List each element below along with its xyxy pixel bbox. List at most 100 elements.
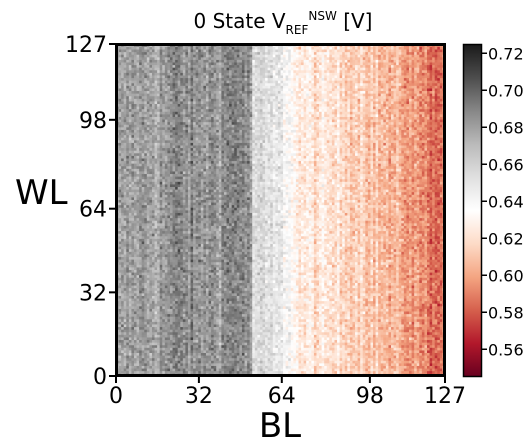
heatmap-cell xyxy=(121,339,125,343)
heatmap-cell xyxy=(157,222,161,226)
heatmap-cell xyxy=(203,261,207,265)
heatmap-cell xyxy=(151,256,155,260)
heatmap-cell xyxy=(146,181,150,185)
heatmap-cell xyxy=(213,228,217,232)
heatmap-cell xyxy=(123,64,127,68)
heatmap-cell xyxy=(149,321,153,325)
heatmap-cell xyxy=(198,282,202,286)
heatmap-cell xyxy=(203,85,207,89)
heatmap-cell xyxy=(164,199,168,203)
heatmap-cell xyxy=(141,355,145,359)
heatmap-cell xyxy=(154,368,158,372)
heatmap-cell xyxy=(200,137,204,141)
heatmap-cell xyxy=(172,300,176,304)
heatmap-cell xyxy=(177,189,181,193)
heatmap-cell xyxy=(169,363,173,366)
heatmap-cell xyxy=(211,127,215,130)
heatmap-cell xyxy=(175,212,179,216)
heatmap-cell xyxy=(203,62,207,66)
heatmap-cell xyxy=(126,88,130,92)
heatmap-cell xyxy=(157,308,161,312)
heatmap-cell xyxy=(213,197,217,200)
heatmap-cell xyxy=(131,111,135,115)
heatmap-cell xyxy=(187,233,191,237)
heatmap-cell xyxy=(118,293,122,296)
heatmap-cell xyxy=(205,251,209,255)
heatmap-cell xyxy=(121,269,125,273)
heatmap-cell xyxy=(144,334,148,338)
heatmap-cell xyxy=(123,210,127,213)
heatmap-cell xyxy=(149,370,153,374)
heatmap-cell xyxy=(164,308,168,312)
heatmap-cell xyxy=(128,56,132,60)
heatmap-cell xyxy=(136,111,140,115)
heatmap-cell xyxy=(126,46,130,50)
heatmap-cell xyxy=(154,293,158,296)
heatmap-cell xyxy=(162,186,166,190)
heatmap-cell xyxy=(162,106,166,110)
heatmap-cell xyxy=(187,80,191,84)
heatmap-cell xyxy=(208,69,212,73)
heatmap-cell xyxy=(200,129,204,133)
heatmap-cell xyxy=(205,238,209,242)
heatmap-cell xyxy=(208,305,212,309)
heatmap-cell xyxy=(187,51,191,55)
heatmap-cell xyxy=(211,308,215,312)
heatmap-cell xyxy=(195,339,199,343)
heatmap-cell xyxy=(203,119,207,123)
heatmap-cell xyxy=(177,108,181,112)
heatmap-cell xyxy=(211,267,215,270)
heatmap-cell xyxy=(164,316,168,320)
heatmap-cell xyxy=(208,329,212,333)
heatmap-cell xyxy=(180,82,184,86)
heatmap-cell xyxy=(198,316,202,320)
heatmap-cell xyxy=(121,290,125,294)
heatmap-cell xyxy=(123,147,127,151)
heatmap-cell xyxy=(180,80,184,84)
heatmap-cell xyxy=(123,339,127,343)
heatmap-cell xyxy=(200,347,204,351)
heatmap-cell xyxy=(141,207,145,211)
heatmap-cell xyxy=(208,318,212,322)
heatmap-cell xyxy=(203,347,207,351)
heatmap-cell xyxy=(213,139,217,143)
heatmap-cell xyxy=(185,235,189,239)
heatmap-cell xyxy=(200,241,204,245)
heatmap-cell xyxy=(149,165,153,169)
heatmap-cell xyxy=(187,230,191,234)
heatmap-cell xyxy=(180,75,184,79)
heatmap-cell xyxy=(200,103,204,107)
heatmap-cell xyxy=(149,365,153,369)
heatmap-cell xyxy=(157,274,161,278)
heatmap-cell xyxy=(187,49,191,53)
heatmap-cell xyxy=(195,191,199,195)
heatmap-cell xyxy=(164,274,168,278)
heatmap-cell xyxy=(159,368,163,372)
heatmap-cell xyxy=(213,121,217,125)
heatmap-cell xyxy=(144,230,148,234)
heatmap-cell xyxy=(123,119,127,123)
heatmap-cell xyxy=(146,344,150,348)
heatmap-cell xyxy=(133,134,137,138)
heatmap-cell xyxy=(190,331,194,335)
heatmap-cell xyxy=(151,324,155,328)
heatmap-cell xyxy=(175,116,179,120)
heatmap-cell xyxy=(211,282,215,286)
heatmap-cell xyxy=(175,114,179,117)
heatmap-cell xyxy=(169,293,173,296)
heatmap-cell xyxy=(200,88,204,92)
heatmap-cell xyxy=(182,137,186,141)
heatmap-cell xyxy=(213,199,217,203)
heatmap-cell xyxy=(200,142,204,146)
heatmap-cell xyxy=(180,176,184,180)
heatmap-cell xyxy=(177,321,181,325)
heatmap-cell xyxy=(198,267,202,270)
heatmap-cell xyxy=(144,191,148,195)
heatmap-cell xyxy=(159,119,163,123)
heatmap-cell xyxy=(151,290,155,294)
heatmap-cell xyxy=(190,277,194,281)
heatmap-cell xyxy=(200,215,204,219)
heatmap-cell xyxy=(172,305,176,309)
heatmap-cell xyxy=(180,139,184,143)
heatmap-cell xyxy=(131,51,135,55)
